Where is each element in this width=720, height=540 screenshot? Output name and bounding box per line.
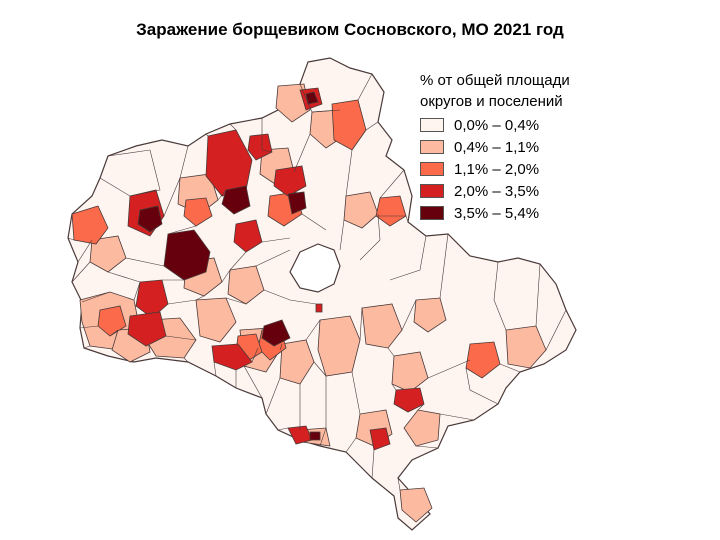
legend-label: 3,5% – 5,4% (454, 204, 540, 222)
legend-swatch (420, 162, 444, 176)
district (465, 341, 501, 379)
districts-high (127, 87, 425, 451)
district (137, 205, 163, 233)
legend-label: 2,0% – 3,5% (454, 182, 540, 200)
district (195, 297, 237, 343)
legend-item: 2,0% – 3,5% (420, 180, 570, 202)
district (261, 319, 291, 347)
legend-title-line2: округов и поселений (420, 93, 563, 110)
legend-item: 3,5% – 5,4% (420, 202, 570, 224)
moscow-city-area (289, 243, 341, 293)
district (309, 431, 321, 441)
district (89, 235, 127, 273)
legend-swatch (420, 118, 444, 132)
district (403, 409, 441, 447)
district (375, 195, 407, 227)
district (399, 487, 433, 523)
district (413, 297, 447, 333)
district (361, 303, 403, 349)
district (287, 191, 307, 215)
legend-item: 0,0% – 0,4% (420, 114, 570, 136)
legend-label: 0,4% – 1,1% (454, 138, 540, 156)
legend-label: 1,1% – 2,0% (454, 160, 540, 178)
district (221, 185, 251, 215)
legend-title: % от общей площади округов и поселений (420, 70, 570, 112)
district (97, 305, 127, 337)
district (135, 279, 169, 319)
district (273, 165, 307, 197)
district (233, 219, 263, 253)
legend-swatch (420, 206, 444, 220)
districts-very-high (137, 91, 321, 441)
legend-label: 0,0% – 0,4% (454, 116, 540, 134)
legend-item: 1,1% – 2,0% (420, 158, 570, 180)
district (505, 325, 547, 369)
district (127, 311, 167, 347)
district (247, 133, 273, 161)
district (315, 303, 323, 313)
map-title: Заражение борщевиком Сосновского, МО 202… (136, 20, 564, 39)
district (393, 387, 425, 413)
map-legend: % от общей площади округов и поселений 0… (420, 70, 570, 224)
legend-swatch (420, 140, 444, 154)
district (391, 351, 429, 393)
district (71, 205, 109, 245)
legend-swatch (420, 184, 444, 198)
legend-title-line1: % от общей площади (420, 72, 570, 89)
district (279, 339, 315, 385)
legend-item: 0,4% – 1,1% (420, 136, 570, 158)
district (227, 265, 265, 305)
district (369, 427, 391, 451)
district (183, 197, 213, 227)
municipal-borders (67, 73, 567, 491)
